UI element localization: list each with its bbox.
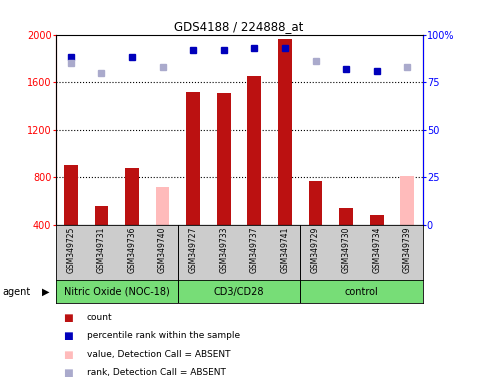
Text: value, Detection Call = ABSENT: value, Detection Call = ABSENT — [87, 350, 230, 359]
Text: GSM349737: GSM349737 — [250, 226, 259, 273]
Text: GSM349733: GSM349733 — [219, 226, 228, 273]
Text: GSM349736: GSM349736 — [128, 226, 137, 273]
Text: GSM349739: GSM349739 — [403, 226, 412, 273]
Text: GSM349734: GSM349734 — [372, 226, 381, 273]
Bar — [400, 176, 414, 225]
Bar — [278, 39, 292, 225]
Text: GSM349730: GSM349730 — [341, 226, 351, 273]
Text: ■: ■ — [63, 331, 72, 341]
Text: GSM349727: GSM349727 — [189, 226, 198, 273]
Text: percentile rank within the sample: percentile rank within the sample — [87, 331, 240, 340]
Text: ▶: ▶ — [42, 287, 50, 297]
Text: agent: agent — [2, 287, 30, 297]
Bar — [156, 187, 170, 225]
Text: count: count — [87, 313, 113, 322]
Bar — [95, 206, 108, 225]
Text: ■: ■ — [63, 350, 72, 360]
Bar — [370, 215, 384, 225]
Bar — [64, 165, 78, 225]
Text: CD3/CD28: CD3/CD28 — [214, 287, 264, 297]
Bar — [125, 168, 139, 225]
Text: ■: ■ — [63, 368, 72, 378]
Text: GSM349740: GSM349740 — [158, 226, 167, 273]
Text: Nitric Oxide (NOC-18): Nitric Oxide (NOC-18) — [64, 287, 170, 297]
Bar — [186, 92, 200, 225]
Bar — [309, 181, 323, 225]
Text: GSM349725: GSM349725 — [66, 226, 75, 273]
Bar — [217, 93, 231, 225]
Text: control: control — [344, 287, 378, 297]
Bar — [247, 76, 261, 225]
Text: GSM349741: GSM349741 — [281, 226, 289, 273]
Text: GSM349729: GSM349729 — [311, 226, 320, 273]
Text: ■: ■ — [63, 313, 72, 323]
Bar — [339, 208, 353, 225]
Text: rank, Detection Call = ABSENT: rank, Detection Call = ABSENT — [87, 368, 226, 377]
Text: GSM349731: GSM349731 — [97, 226, 106, 273]
Title: GDS4188 / 224888_at: GDS4188 / 224888_at — [174, 20, 304, 33]
